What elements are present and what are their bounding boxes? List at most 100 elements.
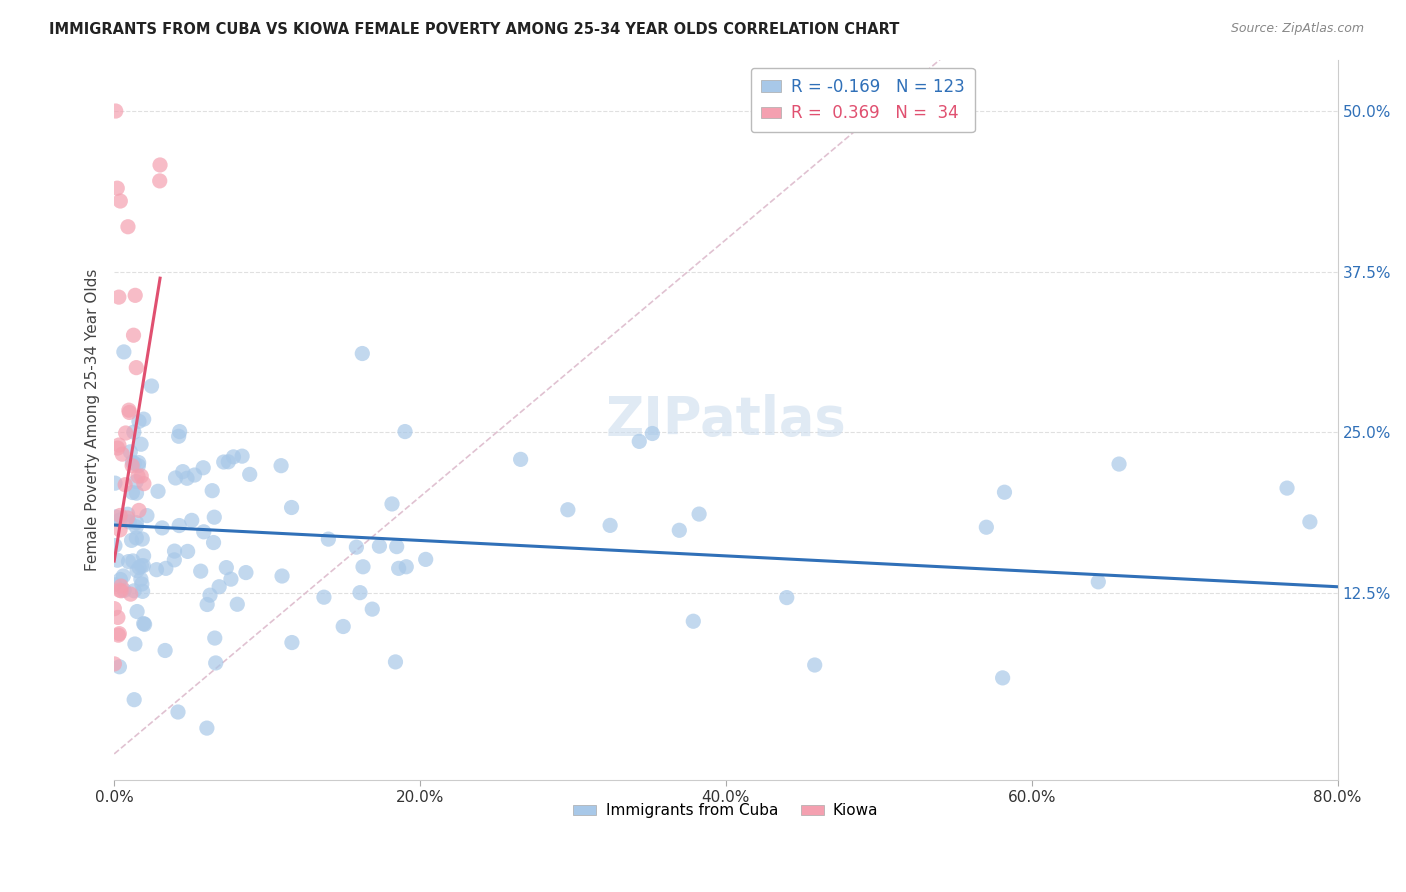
Point [110,579,132,593]
Point [628,434,651,449]
Point [1299,515,1322,529]
Point [155,561,177,575]
Point [120,445,142,459]
Point [108,523,131,537]
Point [132,476,155,491]
Point [121,533,143,548]
Point [976,520,998,534]
Point [125,520,148,534]
Point [384,655,406,669]
Point [352,559,374,574]
Point [190,564,212,578]
Legend: Immigrants from Cuba, Kiowa: Immigrants from Cuba, Kiowa [565,796,886,826]
Point [110,573,132,587]
Point [120,587,142,601]
Point [231,449,253,463]
Text: ZIPatlas: ZIPatlas [606,393,846,446]
Point [394,425,416,439]
Point [121,455,143,469]
Point [136,508,159,523]
Point [131,558,153,573]
Point [599,518,621,533]
Point [122,328,145,343]
Point [991,671,1014,685]
Point [104,103,127,118]
Point [108,660,131,674]
Point [172,465,194,479]
Point [195,598,218,612]
Point [1108,457,1130,471]
Point [349,585,371,599]
Point [204,631,226,645]
Point [198,588,221,602]
Point [122,456,145,470]
Point [688,507,710,521]
Point [153,643,176,657]
Point [145,563,167,577]
Point [318,532,340,546]
Text: IMMIGRANTS FROM CUBA VS KIOWA FEMALE POVERTY AMONG 25-34 YEAR OLDS CORRELATION C: IMMIGRANTS FROM CUBA VS KIOWA FEMALE POV… [49,22,900,37]
Point [368,539,391,553]
Point [239,467,262,482]
Point [193,460,215,475]
Point [132,558,155,573]
Point [110,194,132,208]
Point [201,483,224,498]
Point [118,515,141,529]
Point [107,628,129,642]
Point [202,510,225,524]
Point [110,583,132,598]
Point [776,591,799,605]
Point [121,485,143,500]
Point [395,559,418,574]
Point [107,441,129,455]
Point [117,508,139,522]
Point [217,455,239,469]
Point [108,290,131,304]
Y-axis label: Female Poverty Among 25-34 Year Olds: Female Poverty Among 25-34 Year Olds [86,268,100,571]
Text: Source: ZipAtlas.com: Source: ZipAtlas.com [1230,22,1364,36]
Point [128,456,150,470]
Point [208,580,231,594]
Point [114,477,136,491]
Point [312,591,335,605]
Point [271,569,294,583]
Point [212,455,235,469]
Point [107,610,129,624]
Point [127,605,149,619]
Point [132,549,155,563]
Point [129,572,152,586]
Point [118,405,141,419]
Point [121,554,143,568]
Point [103,657,125,671]
Point [131,584,153,599]
Point [127,469,149,483]
Point [112,345,135,359]
Point [128,414,150,428]
Point [280,500,302,515]
Point [169,425,191,439]
Point [668,523,690,537]
Point [803,658,825,673]
Point [193,524,215,539]
Point [112,569,135,583]
Point [385,540,408,554]
Point [122,583,145,598]
Point [105,181,128,195]
Point [134,617,156,632]
Point [149,158,172,172]
Point [128,560,150,574]
Point [163,544,186,558]
Point [104,509,127,524]
Point [146,484,169,499]
Point [108,438,131,452]
Point [165,471,187,485]
Point [128,503,150,517]
Point [103,578,125,592]
Point [167,518,190,533]
Point [108,508,131,523]
Point [682,614,704,628]
Point [129,437,152,451]
Point [122,692,145,706]
Point [388,561,411,575]
